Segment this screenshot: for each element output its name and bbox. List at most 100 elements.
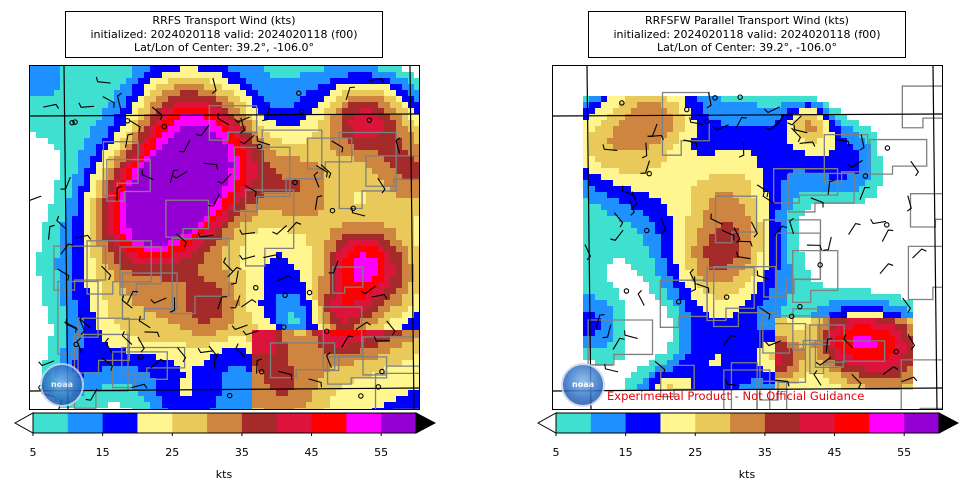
- wind-barb: [144, 331, 160, 338]
- wind-barb: [756, 184, 769, 198]
- wind-barb: [341, 335, 354, 348]
- wind-barb: [314, 195, 323, 210]
- state-boundaries: [553, 66, 942, 409]
- colorbar-tick-label: 35: [757, 446, 772, 459]
- colorbar-swatch: [556, 413, 592, 433]
- calm-wind-marker: [712, 95, 718, 101]
- wind-barb: [256, 358, 262, 374]
- wind-barb: [30, 195, 42, 201]
- wind-barb: [654, 360, 666, 375]
- colorbar-swatch: [172, 413, 208, 433]
- wind-barb: [196, 125, 210, 137]
- wind-barb: [859, 134, 865, 151]
- wind-barb: [791, 127, 802, 143]
- left-wind-map: noaa: [29, 65, 420, 410]
- wind-barb: [272, 225, 287, 235]
- wind-barb: [859, 187, 870, 200]
- calm-wind-marker: [737, 94, 743, 100]
- wind-barb: [835, 138, 850, 147]
- colorbar-swatch: [660, 413, 696, 433]
- wind-barb: [776, 114, 789, 127]
- left-colorbar-units: kts: [215, 468, 233, 481]
- wind-barb: [725, 379, 740, 387]
- calm-wind-marker: [646, 170, 652, 177]
- left-title-line-3: Lat/Lon of Center: 39.2°, -106.0°: [133, 41, 315, 54]
- wind-barb: [208, 345, 218, 361]
- calm-wind-marker: [797, 303, 803, 310]
- left-wind-raster: [30, 66, 419, 409]
- colorbar-tick-label: 55: [897, 446, 912, 459]
- right-colorbar-units: kts: [738, 468, 756, 481]
- wind-barb: [764, 106, 781, 114]
- wind-barb: [208, 194, 220, 207]
- wind-barb: [178, 139, 191, 153]
- wind-barb: [217, 296, 228, 310]
- wind-barb: [328, 260, 339, 274]
- colorbar-swatch: [102, 413, 138, 433]
- colorbar-tick-label: 5: [29, 446, 37, 459]
- wind-barb: [233, 116, 250, 123]
- wind-barb: [787, 115, 802, 126]
- wind-barb: [126, 290, 139, 304]
- wind-barb: [736, 251, 751, 260]
- wind-barb: [689, 268, 697, 285]
- wind-barb: [641, 142, 648, 159]
- right-map-title-box: RRFSFW Parallel Transport Wind (kts) ini…: [588, 11, 906, 58]
- colorbar-tick-label: 45: [304, 446, 319, 459]
- colorbar-swatch: [67, 413, 104, 433]
- calm-wind-marker: [893, 348, 900, 355]
- left-title-line-1: RRFS Transport Wind (kts): [152, 14, 296, 27]
- wind-barb: [197, 347, 214, 354]
- colorbar-swatch: [311, 413, 347, 433]
- calm-wind-marker: [256, 143, 263, 150]
- wind-barb: [612, 337, 625, 350]
- wind-barb: [175, 233, 187, 248]
- wind-barb: [737, 240, 753, 247]
- calm-wind-marker: [619, 100, 625, 106]
- wind-barb: [910, 160, 920, 177]
- wind-barbs: [584, 92, 927, 389]
- wind-barb: [48, 224, 55, 240]
- wind-barb: [64, 321, 77, 333]
- wind-barb: [101, 357, 113, 371]
- left-colorbar: [14, 412, 436, 436]
- wind-barb: [235, 343, 246, 358]
- county-boundaries: [53, 105, 419, 409]
- wind-barb: [882, 366, 899, 375]
- wind-barb: [640, 160, 651, 174]
- right-wind-map: noaa Experimental Product - Not Official…: [552, 65, 943, 410]
- wind-barb: [355, 321, 372, 331]
- wind-barb: [262, 106, 270, 122]
- colorbar-swatch: [346, 413, 382, 433]
- calm-wind-marker: [643, 227, 650, 234]
- wind-barb: [116, 92, 123, 109]
- wind-barb: [628, 199, 635, 216]
- county-boundaries: [587, 85, 942, 409]
- calm-wind-marker: [329, 207, 336, 214]
- wind-barb: [371, 293, 388, 300]
- calm-wind-marker: [675, 299, 682, 305]
- wind-barb: [217, 173, 232, 184]
- colorbar-swatch: [276, 413, 313, 433]
- wind-barb: [65, 318, 78, 330]
- wind-barb: [239, 254, 256, 260]
- calm-wind-marker: [704, 118, 710, 125]
- colorbar-under-arrow: [14, 412, 34, 434]
- wind-barb: [79, 318, 86, 335]
- wind-barb: [351, 207, 366, 217]
- calm-wind-marker: [298, 108, 305, 115]
- colorbar-swatch: [799, 413, 836, 433]
- colorbar-swatch: [730, 413, 766, 433]
- wind-barb: [825, 337, 833, 353]
- wind-barb: [320, 164, 332, 179]
- wind-barb: [584, 244, 592, 261]
- right-colorbar: [537, 412, 959, 436]
- wind-barb: [256, 135, 270, 146]
- calm-wind-marker: [161, 123, 168, 130]
- calm-wind-marker: [253, 285, 259, 291]
- calm-wind-marker: [862, 173, 869, 179]
- wind-barb: [124, 133, 133, 148]
- wind-barb: [912, 248, 927, 259]
- colorbar-swatch: [241, 413, 278, 433]
- colorbar-swatch: [869, 413, 905, 433]
